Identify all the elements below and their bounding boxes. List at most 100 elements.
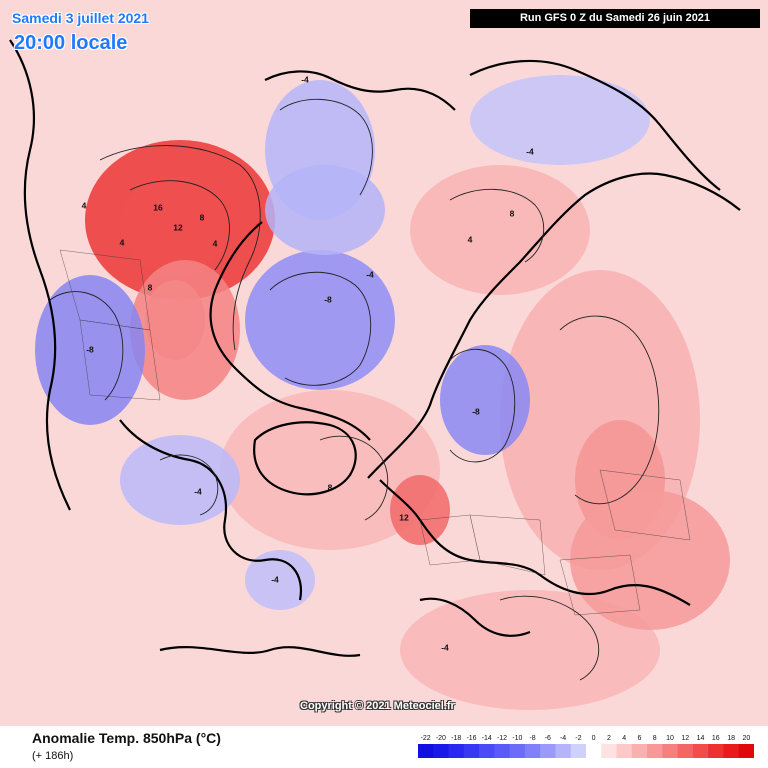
coast-north-america-arctic: [209, 221, 371, 441]
label-18: -4: [271, 574, 279, 584]
legend-tick-label: 16: [712, 735, 720, 742]
legend-tick-label: 12: [681, 735, 689, 742]
legend-tick-label: -16: [466, 735, 476, 742]
copyright-notice: Copyright © 2021 Meteociel.fr: [300, 700, 455, 712]
legend-tick-label: 2: [607, 735, 611, 742]
legend-tick-label: 14: [697, 735, 705, 742]
isoline-labels: 16 12 8 8 4 4 4 8 12 4 8 -4 -8 -8 -4 -8 …: [82, 74, 534, 652]
color-legend: -22 -20 -18 -16 -14 -12 -10 -8 -6 -4 -2 0 2 4 6 8 10 12 14…: [418, 735, 754, 758]
anomaly-region-barents-sea: [440, 345, 530, 455]
legend-tick-label: -10: [512, 735, 522, 742]
legend-swatch: [692, 744, 709, 758]
legend-tick-label: 0: [592, 735, 596, 742]
label-2: 8: [148, 282, 153, 292]
label-8: 12: [399, 512, 409, 522]
legend-swatch: [540, 744, 556, 758]
forecast-time: 20:00 locale: [14, 32, 128, 54]
legend-swatch: [494, 744, 511, 758]
border-usa-mid: [79, 319, 161, 401]
legend-swatch: [616, 744, 633, 758]
label-5: 4: [82, 200, 87, 210]
legend-tick-label: -6: [545, 735, 551, 742]
legend-swatch: [524, 744, 541, 758]
isoline-i: [319, 435, 389, 521]
isoline-f: [559, 315, 660, 505]
isoline-a: [99, 145, 261, 351]
map-footer: Anomalie Temp. 850hPa (°C) (+ 186h) -22-…: [0, 726, 768, 768]
label-9: 4: [468, 234, 473, 244]
coast-bering: [264, 70, 456, 111]
coast-eurasia-arctic: [367, 172, 741, 479]
anomaly-region-arctic-ocean: [245, 250, 395, 390]
anomaly-region-eastern-usa: [35, 275, 145, 425]
anomaly-region-northwest-canada-core: [145, 280, 205, 360]
coast-east-asia: [469, 59, 721, 191]
legend-tick-label: 20: [743, 735, 751, 742]
label-11: -4: [301, 74, 309, 84]
isoline-k: [159, 454, 219, 516]
legend-swatch: [509, 744, 526, 758]
isoline-d: [269, 271, 372, 386]
legend-swatch: [433, 744, 450, 758]
label-19: -4: [441, 642, 449, 652]
isolines: [49, 98, 660, 681]
model-run-label: Run GFS 0 Z du Samedi 26 juin 2021: [470, 9, 760, 28]
legend-tick-label: 10: [666, 735, 674, 742]
coast-north-america-west: [9, 39, 71, 511]
legend-swatch: [479, 744, 495, 758]
isoline-h: [49, 291, 124, 401]
coast-greenland: [253, 421, 357, 496]
legend-swatch: [647, 744, 663, 758]
label-10: 8: [510, 208, 515, 218]
legend-tick-label: -8: [529, 735, 535, 742]
legend-swatch: [677, 744, 694, 758]
anomaly-region-east-siberia: [410, 165, 590, 295]
label-7: 8: [328, 482, 333, 492]
border-siberia: [599, 469, 691, 541]
legend-swatch: [601, 744, 618, 758]
label-17: -4: [194, 486, 202, 496]
isoline-b: [129, 180, 230, 271]
anomaly-region-north-atlantic: [245, 550, 315, 610]
anomaly-map: 16 12 8 8 4 4 4 8 12 4 8 -4 -8 -8 -4 -8 …: [0, 0, 768, 726]
legend-swatch: [570, 744, 587, 758]
label-4: 4: [213, 238, 218, 248]
label-15: -8: [86, 344, 94, 354]
isoline-c: [279, 98, 373, 196]
anomaly-region-middle-east: [400, 590, 660, 710]
legend-swatch: [738, 744, 754, 758]
legend-swatch: [418, 744, 434, 758]
anomaly-region-scandinavia: [390, 475, 450, 545]
legend-tick-label: 6: [638, 735, 642, 742]
legend-swatch: [555, 744, 572, 758]
legend-tick-label: -2: [575, 735, 581, 742]
label-3: 8: [200, 212, 205, 222]
legend-tick-label: 8: [653, 735, 657, 742]
legend-swatch: [723, 744, 740, 758]
anomaly-region-greenland-atlantic: [220, 390, 440, 550]
label-0: 16: [153, 202, 163, 212]
legend-tick-label: -22: [421, 735, 431, 742]
anomaly-region-china-japan: [470, 75, 650, 165]
legend-swatch: [708, 744, 724, 758]
legend-swatch: [631, 744, 648, 758]
isoline-g: [449, 188, 545, 263]
coast-north-africa: [159, 646, 361, 657]
legend-tick-label: -20: [436, 735, 446, 742]
legend-tick-label: -12: [497, 735, 507, 742]
legend-swatch: [448, 744, 465, 758]
legend-tick-label: 4: [622, 735, 626, 742]
legend-tick-label: -4: [560, 735, 566, 742]
legend-tick-label: -18: [451, 735, 461, 742]
anomaly-region-beaufort-sea: [265, 165, 385, 255]
anomaly-region-south-asia: [570, 490, 730, 630]
legend-swatch: [586, 744, 602, 758]
legend-tick-label: 18: [727, 735, 735, 742]
border-central-asia: [559, 554, 641, 616]
legend-swatch: [662, 744, 679, 758]
label-1: 12: [173, 222, 183, 232]
forecast-date: Samedi 3 juillet 2021: [12, 10, 149, 26]
parameter-title: Anomalie Temp. 850hPa (°C): [32, 730, 221, 746]
label-12: -8: [324, 294, 332, 304]
